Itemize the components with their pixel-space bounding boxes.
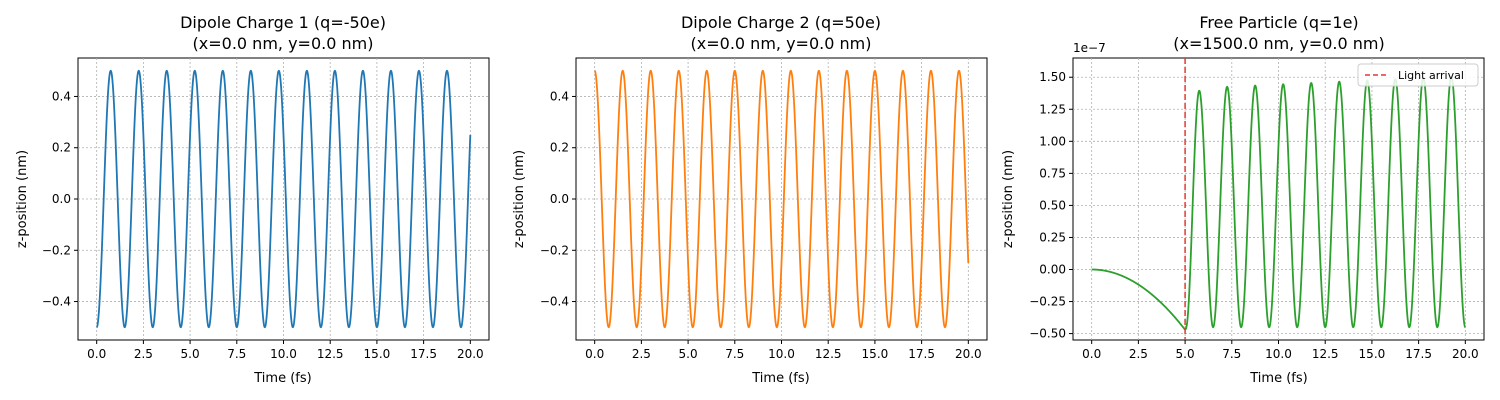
x-axis-label: Time (fs) [1249,371,1307,386]
y-tick-label: 0.0 [550,192,569,206]
y-tick-label: −0.50 [1029,327,1066,341]
y-tick-label: 0.25 [1039,230,1066,244]
x-tick-label: 0.0 [87,347,106,361]
chart-subtitle: (x=0.0 nm, y=0.0 nm) [193,34,374,53]
legend-label: Light arrival [1398,69,1464,82]
x-tick-label: 0.0 [1082,347,1101,361]
y-axis-label: z-position (nm) [512,150,527,248]
gridlines [576,58,987,340]
chart-title: Free Particle (q=1e) [1199,13,1358,32]
x-tick-label: 2.5 [1129,347,1148,361]
chart-subtitle: (x=0.0 nm, y=0.0 nm) [691,34,872,53]
x-tick-label: 5.0 [1176,347,1195,361]
x-tick-label: 15.0 [364,347,391,361]
y-tick-label: 0.2 [52,141,71,155]
x-tick-label: 17.5 [1405,347,1432,361]
chart-title: Dipole Charge 1 (q=-50e) [180,13,386,32]
y-tick-label: 1.50 [1039,70,1066,84]
y-tick-label: 0.50 [1039,198,1066,212]
plot-area [1091,58,1466,340]
x-tick-label: 12.5 [1312,347,1339,361]
legend: Light arrival [1357,63,1479,87]
y-tick-label: 1.00 [1039,134,1066,148]
y-axis-label: z-position (nm) [15,150,30,248]
x-tick-label: 2.5 [632,347,651,361]
x-tick-label: 7.5 [227,347,246,361]
series-line [96,69,472,329]
y-tick-label: 0.4 [52,89,71,103]
x-tick-label: 12.5 [815,347,842,361]
x-tick-label: 2.5 [134,347,153,361]
x-tick-label: 20.0 [1452,347,1479,361]
y-tick-label: 0.0 [52,192,71,206]
x-tick-label: 20.0 [955,347,982,361]
x-tick-label: 15.0 [1359,347,1386,361]
x-axis-label: Time (fs) [253,371,311,386]
series-line [1091,75,1466,332]
legend-box [1357,63,1479,87]
y-offset-label: 1e−7 [1073,41,1106,55]
plot-area [594,69,970,329]
x-tick-label: 7.5 [725,347,744,361]
y-tick-label: −0.4 [42,295,71,309]
y-tick-label: 1.25 [1039,102,1066,116]
x-tick-label: 12.5 [317,347,344,361]
x-tick-label: 10.0 [1265,347,1292,361]
y-tick-label: −0.2 [42,243,71,257]
panel-dipole-charge-1: 0.0 2.5 5.0 7.5 10.0 12.5 15.0 17.5 20.0 −0.4 −0.2… [15,13,490,386]
chart-subtitle: (x=1500.0 nm, y=0.0 nm) [1173,34,1384,53]
x-tick-label: 5.0 [181,347,200,361]
y-tick-label: 0.75 [1039,166,1066,180]
y-tick-label: −0.2 [540,243,569,257]
x-tick-label: 10.0 [270,347,297,361]
x-tick-label: 20.0 [457,347,484,361]
x-axis-label: Time (fs) [751,371,809,386]
x-tick-label: 10.0 [768,347,795,361]
gridlines [78,58,489,340]
series-line [594,69,970,329]
ticks: 0.0 2.5 5.0 7.5 10.0 12.5 15.0 17.5 20.0 −0.4 −0.2… [42,89,484,361]
x-tick-label: 17.5 [908,347,935,361]
x-tick-label: 15.0 [862,347,889,361]
gridlines [1073,58,1484,340]
y-tick-label: −0.4 [540,295,569,309]
x-tick-label: 5.0 [679,347,698,361]
y-tick-label: −0.25 [1029,295,1066,309]
y-axis-label: z-position (nm) [1001,150,1016,248]
panel-dipole-charge-2: 0.0 2.5 5.0 7.5 10.0 12.5 15.0 17.5 20.0 −0.4 −0.2… [512,13,988,386]
ticks: 0.0 2.5 5.0 7.5 10.0 12.5 15.0 17.5 20.0 −0.50 −0.… [1029,70,1478,361]
x-tick-label: 17.5 [410,347,437,361]
panel-free-particle: 0.0 2.5 5.0 7.5 10.0 12.5 15.0 17.5 20.0 −0.50 −0.… [1001,13,1485,386]
x-tick-label: 0.0 [585,347,604,361]
x-tick-label: 7.5 [1222,347,1241,361]
ticks: 0.0 2.5 5.0 7.5 10.0 12.5 15.0 17.5 20.0 −0.4 −0.2… [540,89,982,361]
y-tick-label: 0.2 [550,141,569,155]
chart-title: Dipole Charge 2 (q=50e) [681,13,881,32]
y-tick-label: 0.00 [1039,263,1066,277]
plot-area [96,69,472,329]
y-tick-label: 0.4 [550,89,569,103]
